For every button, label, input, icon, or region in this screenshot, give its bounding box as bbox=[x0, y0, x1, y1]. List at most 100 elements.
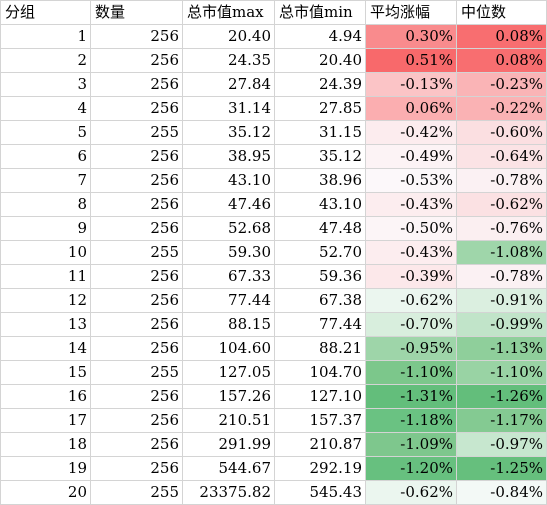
median-cell[interactable]: -0.60% bbox=[456, 120, 547, 145]
market-cap-min-cell[interactable]: 210.87 bbox=[274, 432, 366, 457]
median-cell[interactable]: -1.08% bbox=[456, 240, 547, 265]
market-cap-min-cell[interactable]: 127.10 bbox=[274, 384, 366, 409]
average-change-cell[interactable]: -1.09% bbox=[365, 432, 457, 457]
market-cap-max-cell[interactable]: 43.10 bbox=[182, 168, 275, 193]
average-change-cell[interactable]: -0.42% bbox=[365, 120, 457, 145]
market-cap-min-cell[interactable]: 292.19 bbox=[274, 456, 366, 481]
header-market-cap-max[interactable]: 总市值max bbox=[182, 0, 275, 25]
market-cap-max-cell[interactable]: 544.67 bbox=[182, 456, 275, 481]
market-cap-min-cell[interactable]: 35.12 bbox=[274, 144, 366, 169]
market-cap-max-cell[interactable]: 127.05 bbox=[182, 360, 275, 385]
count-cell[interactable]: 255 bbox=[90, 240, 183, 265]
group-cell[interactable]: 19 bbox=[0, 456, 91, 481]
median-cell[interactable]: -0.76% bbox=[456, 216, 547, 241]
market-cap-max-cell[interactable]: 88.15 bbox=[182, 312, 275, 337]
count-cell[interactable]: 256 bbox=[90, 336, 183, 361]
market-cap-max-cell[interactable]: 77.44 bbox=[182, 288, 275, 313]
median-cell[interactable]: -0.91% bbox=[456, 288, 547, 313]
group-cell[interactable]: 11 bbox=[0, 264, 91, 289]
median-cell[interactable]: -0.78% bbox=[456, 168, 547, 193]
count-cell[interactable]: 256 bbox=[90, 264, 183, 289]
count-cell[interactable]: 256 bbox=[90, 456, 183, 481]
group-cell[interactable]: 8 bbox=[0, 192, 91, 217]
group-cell[interactable]: 14 bbox=[0, 336, 91, 361]
group-cell[interactable]: 4 bbox=[0, 96, 91, 121]
group-cell[interactable]: 1 bbox=[0, 24, 91, 49]
count-cell[interactable]: 256 bbox=[90, 48, 183, 73]
market-cap-min-cell[interactable]: 59.36 bbox=[274, 264, 366, 289]
average-change-cell[interactable]: 0.06% bbox=[365, 96, 457, 121]
average-change-cell[interactable]: -0.49% bbox=[365, 144, 457, 169]
median-cell[interactable]: -1.10% bbox=[456, 360, 547, 385]
average-change-cell[interactable]: 0.51% bbox=[365, 48, 457, 73]
group-cell[interactable]: 15 bbox=[0, 360, 91, 385]
count-cell[interactable]: 256 bbox=[90, 432, 183, 457]
market-cap-max-cell[interactable]: 20.40 bbox=[182, 24, 275, 49]
count-cell[interactable]: 256 bbox=[90, 96, 183, 121]
group-cell[interactable]: 10 bbox=[0, 240, 91, 265]
market-cap-min-cell[interactable]: 27.85 bbox=[274, 96, 366, 121]
average-change-cell[interactable]: 0.30% bbox=[365, 24, 457, 49]
count-cell[interactable]: 255 bbox=[90, 480, 183, 505]
group-cell[interactable]: 6 bbox=[0, 144, 91, 169]
group-cell[interactable]: 13 bbox=[0, 312, 91, 337]
median-cell[interactable]: -1.13% bbox=[456, 336, 547, 361]
average-change-cell[interactable]: -1.31% bbox=[365, 384, 457, 409]
median-cell[interactable]: 0.08% bbox=[456, 24, 547, 49]
median-cell[interactable]: -0.84% bbox=[456, 480, 547, 505]
average-change-cell[interactable]: -0.50% bbox=[365, 216, 457, 241]
average-change-cell[interactable]: -0.62% bbox=[365, 288, 457, 313]
average-change-cell[interactable]: -1.10% bbox=[365, 360, 457, 385]
market-cap-max-cell[interactable]: 35.12 bbox=[182, 120, 275, 145]
market-cap-max-cell[interactable]: 31.14 bbox=[182, 96, 275, 121]
average-change-cell[interactable]: -1.18% bbox=[365, 408, 457, 433]
median-cell[interactable]: -0.22% bbox=[456, 96, 547, 121]
market-cap-min-cell[interactable]: 77.44 bbox=[274, 312, 366, 337]
market-cap-min-cell[interactable]: 31.15 bbox=[274, 120, 366, 145]
market-cap-max-cell[interactable]: 38.95 bbox=[182, 144, 275, 169]
group-cell[interactable]: 20 bbox=[0, 480, 91, 505]
count-cell[interactable]: 255 bbox=[90, 120, 183, 145]
average-change-cell[interactable]: -0.43% bbox=[365, 240, 457, 265]
count-cell[interactable]: 256 bbox=[90, 312, 183, 337]
header-average-change[interactable]: 平均涨幅 bbox=[365, 0, 457, 25]
median-cell[interactable]: 0.08% bbox=[456, 48, 547, 73]
median-cell[interactable]: -0.97% bbox=[456, 432, 547, 457]
average-change-cell[interactable]: -0.62% bbox=[365, 480, 457, 505]
median-cell[interactable]: -0.62% bbox=[456, 192, 547, 217]
market-cap-max-cell[interactable]: 24.35 bbox=[182, 48, 275, 73]
market-cap-min-cell[interactable]: 52.70 bbox=[274, 240, 366, 265]
market-cap-max-cell[interactable]: 157.26 bbox=[182, 384, 275, 409]
count-cell[interactable]: 256 bbox=[90, 192, 183, 217]
market-cap-min-cell[interactable]: 88.21 bbox=[274, 336, 366, 361]
average-change-cell[interactable]: -0.39% bbox=[365, 264, 457, 289]
group-cell[interactable]: 5 bbox=[0, 120, 91, 145]
count-cell[interactable]: 256 bbox=[90, 384, 183, 409]
market-cap-min-cell[interactable]: 47.48 bbox=[274, 216, 366, 241]
market-cap-min-cell[interactable]: 20.40 bbox=[274, 48, 366, 73]
market-cap-max-cell[interactable]: 52.68 bbox=[182, 216, 275, 241]
group-cell[interactable]: 2 bbox=[0, 48, 91, 73]
count-cell[interactable]: 256 bbox=[90, 408, 183, 433]
market-cap-max-cell[interactable]: 291.99 bbox=[182, 432, 275, 457]
median-cell[interactable]: -0.99% bbox=[456, 312, 547, 337]
header-group[interactable]: 分组 bbox=[0, 0, 91, 25]
market-cap-min-cell[interactable]: 4.94 bbox=[274, 24, 366, 49]
market-cap-min-cell[interactable]: 104.70 bbox=[274, 360, 366, 385]
market-cap-min-cell[interactable]: 157.37 bbox=[274, 408, 366, 433]
market-cap-min-cell[interactable]: 24.39 bbox=[274, 72, 366, 97]
average-change-cell[interactable]: -1.20% bbox=[365, 456, 457, 481]
group-cell[interactable]: 12 bbox=[0, 288, 91, 313]
market-cap-max-cell[interactable]: 104.60 bbox=[182, 336, 275, 361]
market-cap-max-cell[interactable]: 67.33 bbox=[182, 264, 275, 289]
count-cell[interactable]: 256 bbox=[90, 288, 183, 313]
group-cell[interactable]: 3 bbox=[0, 72, 91, 97]
market-cap-min-cell[interactable]: 38.96 bbox=[274, 168, 366, 193]
market-cap-max-cell[interactable]: 23375.82 bbox=[182, 480, 275, 505]
header-market-cap-min[interactable]: 总市值min bbox=[274, 0, 366, 25]
group-cell[interactable]: 17 bbox=[0, 408, 91, 433]
group-cell[interactable]: 16 bbox=[0, 384, 91, 409]
market-cap-max-cell[interactable]: 210.51 bbox=[182, 408, 275, 433]
market-cap-max-cell[interactable]: 47.46 bbox=[182, 192, 275, 217]
median-cell[interactable]: -0.23% bbox=[456, 72, 547, 97]
